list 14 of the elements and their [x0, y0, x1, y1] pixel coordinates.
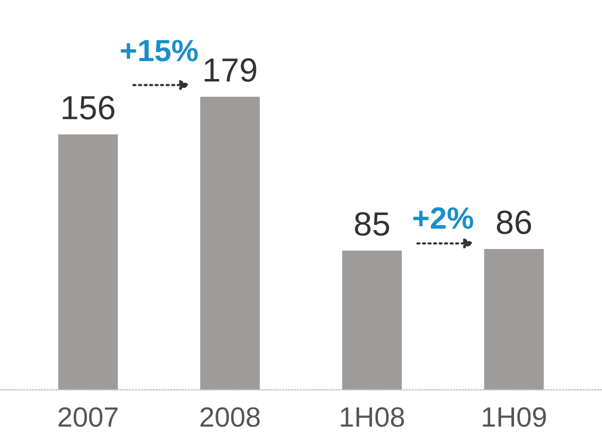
- data-label: 85: [354, 212, 390, 236]
- annotation: +2%: [413, 207, 474, 229]
- data-label: 86: [496, 210, 532, 234]
- x-tick-label: 2008: [200, 407, 260, 427]
- text: +15%: [120, 40, 198, 62]
- data-label: 179: [204, 58, 256, 82]
- bar: [200, 96, 260, 390]
- data-label: 156: [62, 96, 114, 120]
- x-tick-label: 2007: [58, 407, 118, 427]
- bar: [484, 249, 544, 390]
- x-tick-label: 1H09: [482, 407, 546, 427]
- x-tick-label: 1H08: [340, 407, 404, 427]
- bar: [342, 250, 402, 390]
- bar: [58, 134, 118, 390]
